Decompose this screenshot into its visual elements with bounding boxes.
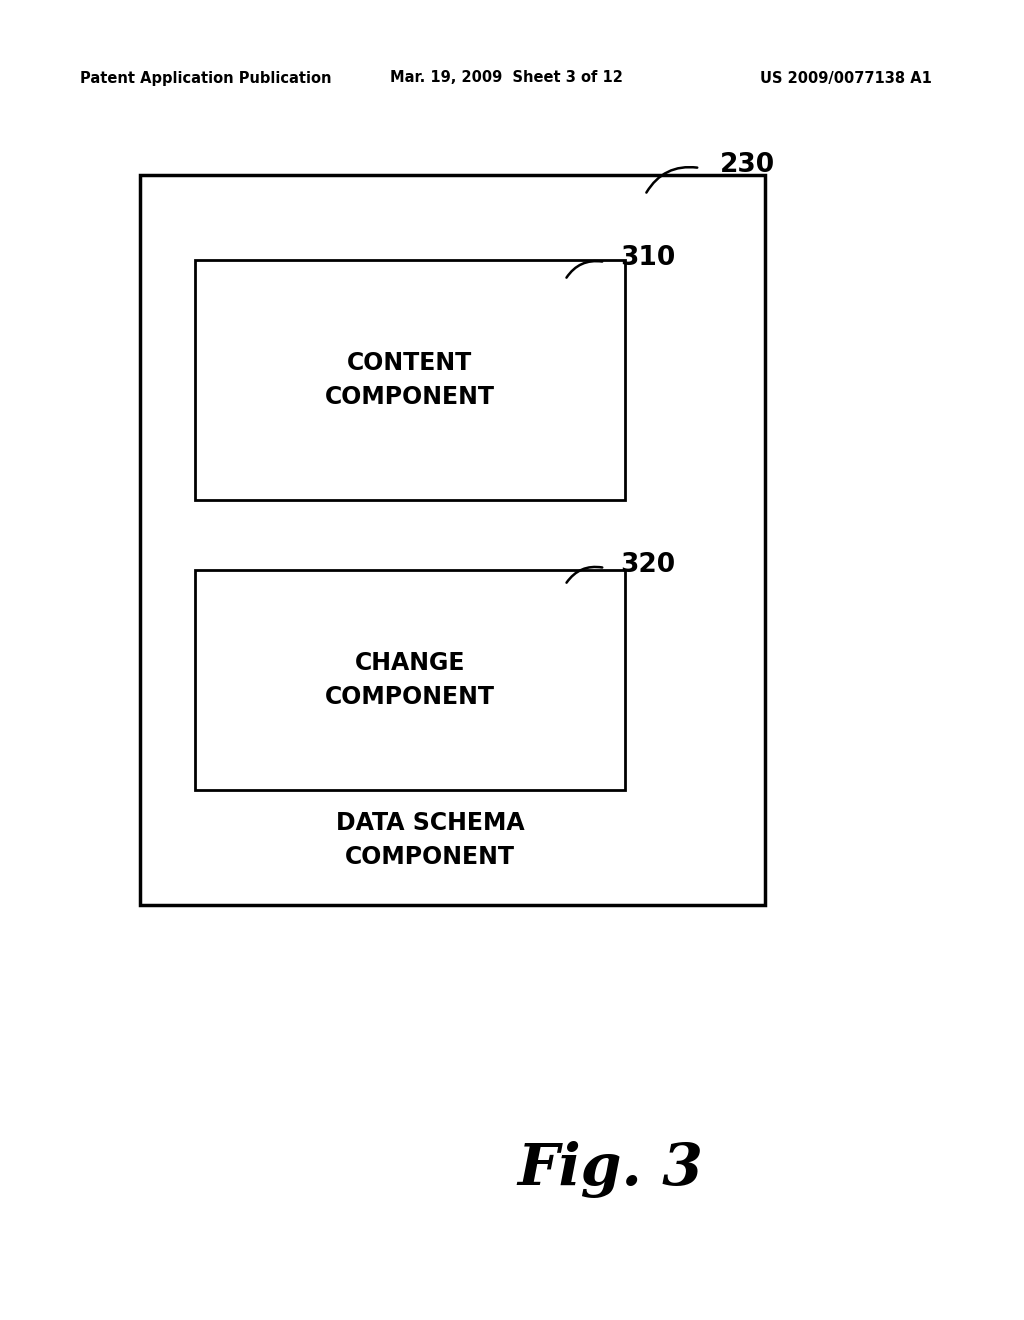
Text: 230: 230: [720, 152, 775, 178]
Text: Fig. 3: Fig. 3: [517, 1142, 702, 1199]
Bar: [195, 570, 625, 789]
Text: 320: 320: [620, 552, 675, 578]
Text: CONTENT
COMPONENT: CONTENT COMPONENT: [325, 351, 495, 409]
Text: 310: 310: [620, 246, 675, 271]
Text: US 2009/0077138 A1: US 2009/0077138 A1: [760, 70, 932, 86]
Text: DATA SCHEMA
COMPONENT: DATA SCHEMA COMPONENT: [336, 812, 524, 869]
Text: Patent Application Publication: Patent Application Publication: [80, 70, 332, 86]
Text: Mar. 19, 2009  Sheet 3 of 12: Mar. 19, 2009 Sheet 3 of 12: [390, 70, 623, 86]
Text: CHANGE
COMPONENT: CHANGE COMPONENT: [325, 651, 495, 709]
Bar: [195, 260, 625, 500]
Bar: [140, 176, 765, 906]
